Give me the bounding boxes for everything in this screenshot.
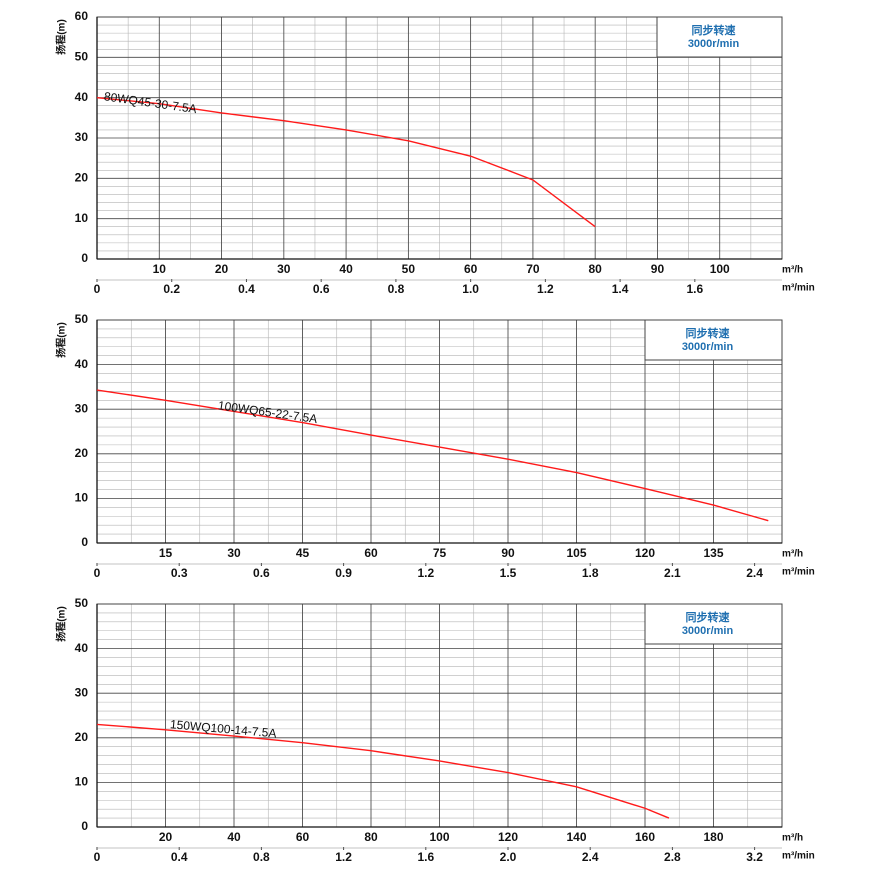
- x-tick-label: 105: [566, 546, 586, 560]
- x-tick-label: 100: [429, 830, 449, 844]
- x-tick-label: 30: [227, 546, 241, 560]
- x2-tick-label: 0: [94, 282, 101, 296]
- x2-tick-label: 3.2: [746, 850, 763, 864]
- x-axis-label: m³/h: [782, 265, 803, 276]
- x2-tick-label: 2.4: [746, 566, 763, 580]
- y-tick-label: 10: [75, 775, 89, 789]
- x-tick-label: 90: [501, 546, 515, 560]
- speed-value: 3000r/min: [682, 625, 734, 637]
- x2-tick-label: 0: [94, 566, 101, 580]
- y-tick-label: 30: [75, 685, 89, 699]
- speed-badge: [644, 319, 783, 361]
- x2-axis-label: m³/min: [782, 283, 815, 294]
- y-tick-label: 50: [75, 50, 89, 64]
- x2-tick-label: 2.8: [664, 850, 681, 864]
- x2-tick-label: 1.5: [500, 566, 517, 580]
- x-tick-label: 75: [433, 546, 447, 560]
- y-tick-label: 40: [75, 357, 89, 371]
- speed-value: 3000r/min: [688, 38, 740, 50]
- x2-tick-label: 0.9: [335, 566, 352, 580]
- x2-tick-label: 1.4: [612, 282, 629, 296]
- x-tick-label: 180: [703, 830, 723, 844]
- y-tick-label: 0: [81, 251, 88, 265]
- y-tick-label: 60: [75, 9, 89, 23]
- x2-tick-label: 0.8: [388, 282, 405, 296]
- y-tick-label: 50: [75, 312, 89, 326]
- x-tick-label: 60: [364, 546, 378, 560]
- y-tick-label: 40: [75, 90, 89, 104]
- pump-curve: [96, 389, 769, 522]
- x2-tick-label: 1.6: [686, 282, 703, 296]
- x2-tick-label: 1.2: [335, 850, 352, 864]
- x-axis-label: m³/h: [782, 833, 803, 844]
- y-tick-label: 0: [81, 535, 88, 549]
- y-axis-label: 扬程(m): [55, 19, 68, 55]
- speed-badge: [644, 603, 783, 645]
- y-axis-label: 扬程(m): [55, 322, 68, 358]
- speed-badge: [656, 16, 783, 58]
- x2-tick-label: 1.6: [417, 850, 434, 864]
- x-tick-label: 50: [402, 262, 416, 276]
- pump-curve: [96, 723, 670, 819]
- y-tick-label: 0: [81, 819, 88, 833]
- x2-tick-label: 2.4: [582, 850, 599, 864]
- x-tick-label: 120: [498, 830, 518, 844]
- pump-curve: [96, 96, 596, 228]
- speed-title: 同步转速: [686, 610, 730, 624]
- x2-tick-label: 2.0: [500, 850, 517, 864]
- x-tick-label: 140: [566, 830, 586, 844]
- x2-tick-label: 1.0: [462, 282, 479, 296]
- speed-title: 同步转速: [692, 23, 736, 37]
- x-axis-label: m³/h: [782, 549, 803, 560]
- y-axis-label: 扬程(m): [55, 606, 68, 642]
- x-tick-label: 45: [296, 546, 310, 560]
- speed-title: 同步转速: [686, 326, 730, 340]
- x2-tick-label: 0.2: [163, 282, 180, 296]
- x2-tick-label: 0.3: [171, 566, 188, 580]
- x2-tick-label: 0.4: [238, 282, 255, 296]
- x-tick-label: 40: [227, 830, 241, 844]
- x2-tick-label: 0.8: [253, 850, 270, 864]
- x-tick-label: 30: [277, 262, 291, 276]
- x2-tick-label: 1.2: [417, 566, 434, 580]
- y-tick-label: 20: [75, 171, 89, 185]
- curve-label: 100WQ65-22-7.5A: [217, 398, 318, 426]
- x-tick-label: 15: [159, 546, 173, 560]
- speed-value: 3000r/min: [682, 341, 734, 353]
- x-tick-label: 90: [651, 262, 665, 276]
- curve-label: 80WQ45-30-7.5A: [103, 89, 197, 116]
- y-tick-label: 10: [75, 211, 89, 225]
- x-tick-label: 135: [703, 546, 723, 560]
- x2-tick-label: 1.2: [537, 282, 554, 296]
- x2-tick-label: 1.8: [582, 566, 599, 580]
- y-tick-label: 50: [75, 596, 89, 610]
- x2-tick-label: 0.6: [313, 282, 330, 296]
- x-tick-label: 160: [635, 830, 655, 844]
- x-tick-label: 20: [159, 830, 173, 844]
- x-tick-label: 60: [464, 262, 478, 276]
- x-tick-label: 20: [215, 262, 229, 276]
- x2-axis-label: m³/min: [782, 567, 815, 578]
- y-tick-label: 10: [75, 491, 89, 505]
- y-tick-label: 40: [75, 641, 89, 655]
- x2-tick-label: 0.6: [253, 566, 270, 580]
- y-tick-label: 20: [75, 446, 89, 460]
- x2-tick-label: 0.4: [171, 850, 188, 864]
- x-tick-label: 40: [339, 262, 353, 276]
- x-tick-label: 80: [589, 262, 603, 276]
- y-tick-label: 30: [75, 130, 89, 144]
- x2-tick-label: 2.1: [664, 566, 681, 580]
- x-tick-label: 60: [296, 830, 310, 844]
- x2-axis-label: m³/min: [782, 851, 815, 862]
- curve-label: 150WQ100-14-7.5A: [169, 717, 277, 740]
- x-tick-label: 10: [153, 262, 167, 276]
- x2-tick-label: 0: [94, 850, 101, 864]
- y-tick-label: 30: [75, 401, 89, 415]
- x-tick-label: 120: [635, 546, 655, 560]
- x-tick-label: 70: [526, 262, 540, 276]
- x-tick-label: 100: [710, 262, 730, 276]
- y-tick-label: 20: [75, 730, 89, 744]
- x-tick-label: 80: [364, 830, 378, 844]
